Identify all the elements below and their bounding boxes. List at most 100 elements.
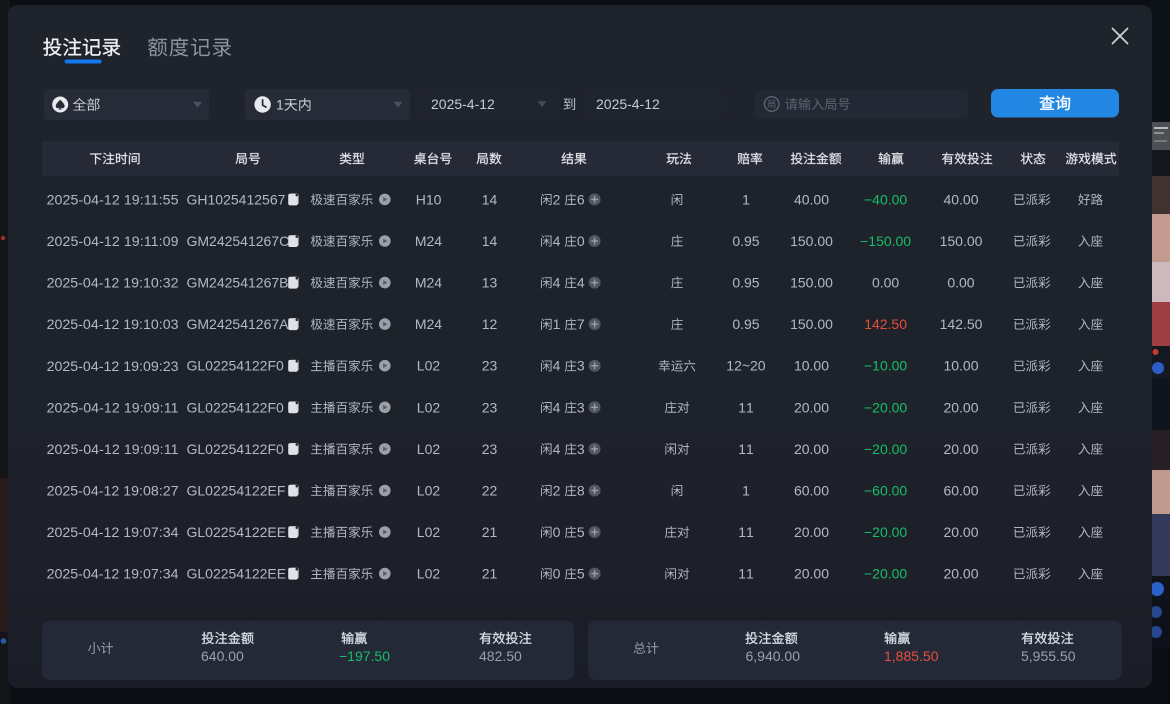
svg-text:4: 4 xyxy=(553,399,561,415)
svg-text:1: 1 xyxy=(553,316,561,332)
svg-text:2025-4-12: 2025-4-12 xyxy=(431,96,495,112)
svg-text:4: 4 xyxy=(553,358,561,374)
svg-text:20.00: 20.00 xyxy=(944,524,979,540)
svg-text:2025-04-12 19:07:34: 2025-04-12 19:07:34 xyxy=(47,525,179,541)
svg-text:2: 2 xyxy=(553,483,561,499)
svg-text:20.00: 20.00 xyxy=(794,566,829,582)
svg-text:20.00: 20.00 xyxy=(944,399,979,415)
svg-text:150.00: 150.00 xyxy=(940,233,983,249)
svg-text:2025-04-12 19:07:34: 2025-04-12 19:07:34 xyxy=(47,567,179,583)
svg-text:GL02254122EE: GL02254122EE xyxy=(187,566,287,582)
svg-text:0.95: 0.95 xyxy=(732,316,759,332)
svg-text:GL02254122F0: GL02254122F0 xyxy=(187,399,285,415)
svg-text:5,955.50: 5,955.50 xyxy=(1021,648,1076,664)
svg-text:L02: L02 xyxy=(417,566,441,582)
svg-text:2025-04-12 19:11:55: 2025-04-12 19:11:55 xyxy=(47,193,179,209)
svg-text:20.00: 20.00 xyxy=(944,441,979,457)
svg-text:2025-04-12 19:10:03: 2025-04-12 19:10:03 xyxy=(47,317,179,333)
svg-text:GM242541267B: GM242541267B xyxy=(187,275,289,291)
svg-text:2: 2 xyxy=(553,191,561,207)
svg-text:M24: M24 xyxy=(415,233,442,249)
svg-text:2025-04-12 19:09:11: 2025-04-12 19:09:11 xyxy=(47,442,179,458)
svg-text:3: 3 xyxy=(577,441,585,457)
svg-text:GM242541267C: GM242541267C xyxy=(187,233,290,249)
svg-text:482.50: 482.50 xyxy=(479,648,522,664)
svg-text:3: 3 xyxy=(577,399,585,415)
svg-text:20.00: 20.00 xyxy=(944,566,979,582)
svg-text:150.00: 150.00 xyxy=(790,275,833,291)
svg-text:−20.00: −20.00 xyxy=(864,566,907,582)
svg-text:0: 0 xyxy=(553,524,561,540)
svg-text:21: 21 xyxy=(482,524,498,540)
svg-text:H10: H10 xyxy=(416,191,442,207)
svg-text:L02: L02 xyxy=(417,358,441,374)
svg-text:20.00: 20.00 xyxy=(794,399,829,415)
svg-text:20.00: 20.00 xyxy=(794,441,829,457)
svg-text:GL02254122EE: GL02254122EE xyxy=(187,524,287,540)
svg-text:L02: L02 xyxy=(417,399,441,415)
svg-text:5: 5 xyxy=(577,524,585,540)
svg-text:−10.00: −10.00 xyxy=(864,358,907,374)
svg-text:150.00: 150.00 xyxy=(790,316,833,332)
svg-text:2025-04-12 19:08:27: 2025-04-12 19:08:27 xyxy=(47,484,179,500)
svg-text:−60.00: −60.00 xyxy=(864,483,907,499)
svg-text:10.00: 10.00 xyxy=(944,358,979,374)
svg-text:GL02254122EF: GL02254122EF xyxy=(187,483,286,499)
svg-text:7: 7 xyxy=(577,316,585,332)
svg-text:GL02254122F0: GL02254122F0 xyxy=(187,441,285,457)
svg-text:4: 4 xyxy=(577,275,585,291)
svg-text:40.00: 40.00 xyxy=(794,191,829,207)
svg-text:10.00: 10.00 xyxy=(794,358,829,374)
svg-text:−20.00: −20.00 xyxy=(864,399,907,415)
svg-text:4: 4 xyxy=(553,275,561,291)
svg-text:23: 23 xyxy=(482,358,498,374)
svg-text:8: 8 xyxy=(577,483,585,499)
svg-text:4: 4 xyxy=(553,441,561,457)
svg-text:L02: L02 xyxy=(417,441,441,457)
svg-text:150.00: 150.00 xyxy=(790,233,833,249)
svg-text:M24: M24 xyxy=(415,316,442,332)
svg-text:4: 4 xyxy=(553,233,561,249)
svg-text:2025-4-12: 2025-4-12 xyxy=(596,96,660,112)
svg-text:2025-04-12 19:09:11: 2025-04-12 19:09:11 xyxy=(47,400,179,416)
svg-text:12: 12 xyxy=(482,316,498,332)
svg-text:11: 11 xyxy=(738,441,754,457)
svg-text:2025-04-12 19:09:23: 2025-04-12 19:09:23 xyxy=(47,359,179,375)
svg-text:L02: L02 xyxy=(417,483,441,499)
svg-text:M24: M24 xyxy=(415,275,442,291)
svg-text:22: 22 xyxy=(482,483,498,499)
svg-text:0: 0 xyxy=(577,233,585,249)
svg-text:60.00: 60.00 xyxy=(794,483,829,499)
svg-text:−197.50: −197.50 xyxy=(339,648,390,664)
svg-text:142.50: 142.50 xyxy=(940,316,983,332)
svg-text:0.00: 0.00 xyxy=(872,275,899,291)
svg-text:−20.00: −20.00 xyxy=(864,441,907,457)
svg-text:13: 13 xyxy=(482,275,498,291)
svg-text:0.95: 0.95 xyxy=(732,275,759,291)
svg-text:1: 1 xyxy=(742,483,750,499)
svg-text:6: 6 xyxy=(577,191,585,207)
svg-text:11: 11 xyxy=(738,399,754,415)
svg-text:−40.00: −40.00 xyxy=(864,191,907,207)
svg-text:23: 23 xyxy=(482,399,498,415)
svg-text:GL02254122F0: GL02254122F0 xyxy=(187,358,285,374)
svg-text:−150.00: −150.00 xyxy=(860,233,911,249)
svg-text:0: 0 xyxy=(553,566,561,582)
svg-text:14: 14 xyxy=(482,191,498,207)
svg-text:21: 21 xyxy=(482,566,498,582)
svg-text:1: 1 xyxy=(276,97,284,113)
svg-text:11: 11 xyxy=(738,566,754,582)
svg-text:6,940.00: 6,940.00 xyxy=(746,648,801,664)
svg-text:L02: L02 xyxy=(417,524,441,540)
svg-text:GM242541267A: GM242541267A xyxy=(187,316,290,332)
svg-text:12~20: 12~20 xyxy=(726,358,766,374)
svg-text:3: 3 xyxy=(577,358,585,374)
svg-text:20.00: 20.00 xyxy=(794,524,829,540)
svg-text:1: 1 xyxy=(742,191,750,207)
svg-text:60.00: 60.00 xyxy=(944,483,979,499)
svg-text:1,885.50: 1,885.50 xyxy=(884,648,939,664)
svg-text:−20.00: −20.00 xyxy=(864,524,907,540)
svg-text:0.00: 0.00 xyxy=(947,275,974,291)
svg-text:40.00: 40.00 xyxy=(944,191,979,207)
svg-text:2025-04-12 19:10:32: 2025-04-12 19:10:32 xyxy=(47,276,179,292)
